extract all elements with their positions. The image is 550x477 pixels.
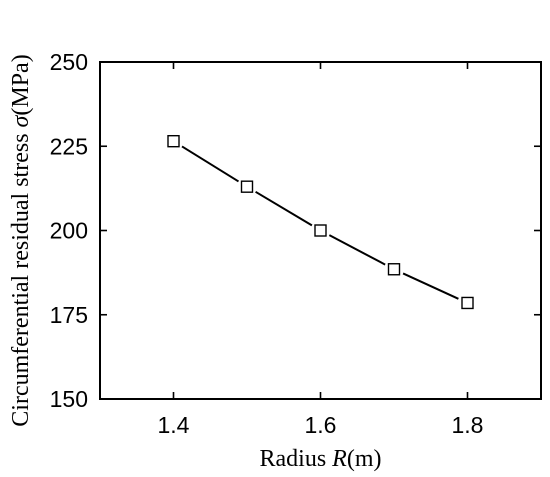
x-axis-label-symbol: R — [331, 446, 347, 472]
data-point-square — [387, 263, 401, 276]
data-point-square — [314, 224, 327, 237]
x-axis-label-prefix: Radius — [260, 446, 333, 472]
series-line-segment — [328, 234, 386, 266]
series-line-segment — [402, 272, 459, 300]
y-tick-label: 250 — [50, 49, 88, 75]
y-tick-label: 225 — [50, 133, 88, 159]
data-point-square — [461, 296, 474, 310]
x-axis-label-suffix: (m) — [347, 446, 382, 472]
tick-labels: 1.4 1.6 1.8 150 175 200 225 250 — [50, 49, 484, 438]
data-point-square — [240, 180, 254, 193]
x-tick-label: 1.4 — [158, 412, 190, 438]
series-line-segment — [181, 145, 240, 183]
x-axis-label: Radius R(m) — [260, 446, 382, 472]
y-tick-label: 150 — [50, 386, 88, 412]
series-line-segment — [255, 190, 313, 227]
y-axis-label-symbol: σ — [8, 114, 34, 127]
data-point-square — [167, 134, 180, 148]
plot-area: 1.4 1.6 1.8 150 175 200 225 250 — [50, 49, 542, 438]
x-tick-label: 1.6 — [305, 412, 337, 438]
y-axis-label-suffix: (MPa) — [8, 54, 34, 115]
x-tick-label: 1.8 — [452, 412, 484, 438]
y-axis-label: Circumferential residual stress σ(MPa) — [8, 54, 34, 426]
y-axis-label-prefix: Circumferential residual stress — [8, 127, 34, 426]
tick-marks — [100, 61, 541, 400]
data-series — [167, 134, 474, 310]
y-tick-label: 175 — [50, 302, 88, 328]
y-tick-label: 200 — [50, 218, 88, 244]
